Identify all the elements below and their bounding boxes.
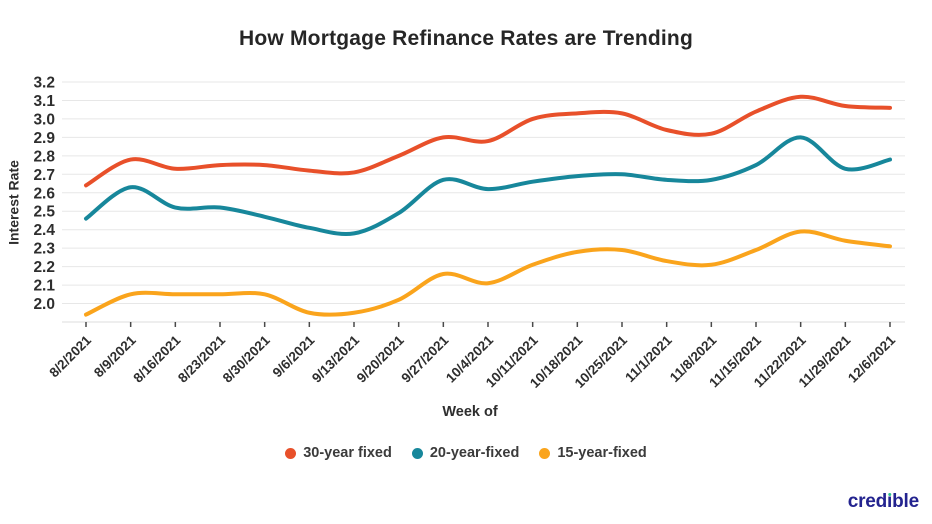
legend-label: 30-year fixed bbox=[303, 445, 392, 461]
logo-text-pre: cred bbox=[847, 491, 888, 512]
y-tick-label: 2.1 bbox=[33, 278, 55, 295]
legend-item-30-year-fixed: 30-year fixed bbox=[285, 445, 392, 461]
legend-label: 20-year-fixed bbox=[429, 445, 520, 461]
x-tick-label: 9/20/2021 bbox=[354, 332, 407, 385]
legend-dot-icon bbox=[411, 447, 423, 459]
y-tick-label: 2.2 bbox=[33, 259, 55, 276]
y-tick-label: 3.1 bbox=[33, 93, 55, 110]
chart-title: How Mortgage Refinance Rates are Trendin… bbox=[239, 27, 693, 50]
legend-label: 15-year-fixed bbox=[557, 445, 647, 461]
y-tick-label: 2.9 bbox=[33, 130, 55, 147]
chart-legend: 30-year fixed 20-year-fixed 15-year-fixe… bbox=[0, 445, 932, 461]
y-tick-label: 2.8 bbox=[33, 148, 55, 165]
x-tick-label: 8/16/2021 bbox=[130, 332, 183, 385]
y-tick-label: 2.5 bbox=[33, 204, 55, 221]
y-tick-label: 3.0 bbox=[33, 111, 55, 128]
x-tick-label: 9/13/2021 bbox=[309, 332, 362, 385]
x-tick-label: 12/6/2021 bbox=[845, 332, 898, 385]
y-tick-label: 2.7 bbox=[33, 167, 55, 184]
y-tick-label: 3.2 bbox=[33, 75, 55, 92]
legend-dot-icon bbox=[539, 447, 551, 459]
x-axis-title: Week of bbox=[442, 404, 498, 420]
series-line-20-year-fixed bbox=[84, 135, 892, 236]
x-tick-label: 11/1/2021 bbox=[622, 332, 675, 385]
x-tick-label: 8/23/2021 bbox=[175, 332, 228, 385]
y-tick-label: 2.3 bbox=[33, 241, 55, 258]
y-tick-label: 2.4 bbox=[33, 222, 55, 239]
legend-dot-icon bbox=[285, 447, 297, 459]
series-line-15-year-fixed bbox=[84, 229, 892, 317]
x-tick-label: 8/30/2021 bbox=[220, 332, 273, 385]
legend-item-15-year-fixed: 15-year-fixed bbox=[539, 445, 647, 461]
x-tick-label: 9/27/2021 bbox=[398, 332, 451, 385]
y-tick-label: 2.6 bbox=[33, 185, 55, 202]
credible-logo: credıble bbox=[848, 491, 919, 513]
x-tick-label: 8/2/2021 bbox=[46, 332, 94, 380]
logo-text-post: ble bbox=[892, 491, 919, 512]
legend-item-20-year-fixed: 20-year-fixed bbox=[411, 445, 520, 461]
logo-letter-i: ı bbox=[887, 491, 893, 512]
y-tick-label: 2.0 bbox=[33, 296, 55, 313]
series-line-30-year-fixed bbox=[84, 94, 892, 188]
